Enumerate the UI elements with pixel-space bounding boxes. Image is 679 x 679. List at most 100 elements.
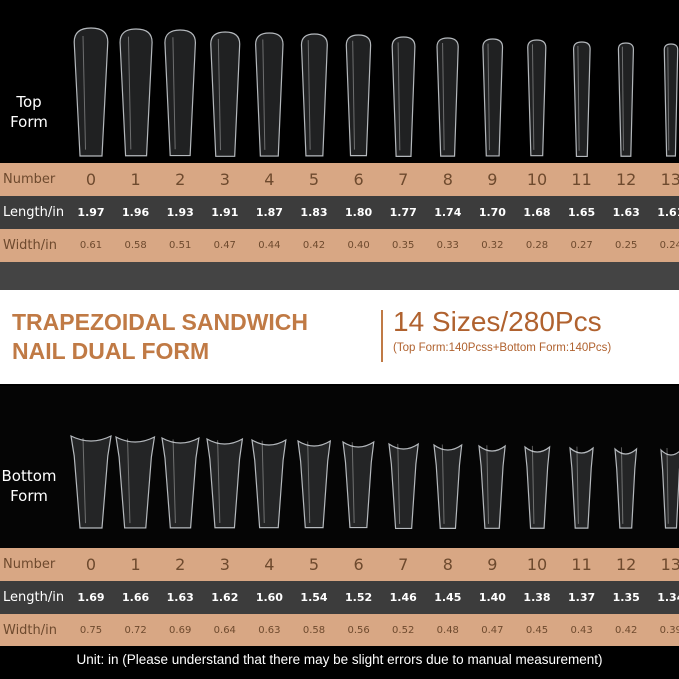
nail-tip-13 [663,43,679,157]
top-length-cell: 1.80 [345,206,373,219]
top-width-cell: 0.28 [525,240,549,251]
nail-tip-6 [344,34,373,157]
bottom-width-cell: 0.52 [392,625,415,636]
nail-tip-2 [160,432,200,529]
top-width-cell: 0.58 [124,240,147,251]
top-length-cell: 1.63 [612,206,640,219]
bottom-length-cell: 1.54 [300,591,328,604]
top-length-cell: 1.87 [255,206,283,219]
bottom-width-cell: 0.42 [615,625,638,636]
bottom-width-cell: 0.72 [124,625,147,636]
bottom-width-cell: 0.75 [79,625,103,636]
nail-tip-10 [526,39,548,157]
bottom-length-label: Length/in [3,590,65,605]
top-number-cell: 13 [660,170,679,189]
nail-tip-9 [478,440,507,529]
top-number-cell: 8 [442,170,453,189]
bottom-number-cell: 3 [219,555,230,574]
top-length-cell: 1.61 [657,206,679,219]
top-length-cell: 1.83 [300,206,328,219]
nail-tip-1 [117,28,155,157]
bottom-length-cell: 1.45 [434,591,462,604]
banner-subtitle: (Top Form:140Pcss+Bottom Form:140Pcs) [393,342,612,354]
bottom-width-cell: 0.56 [347,625,370,636]
nail-tip-8 [433,439,463,529]
bottom-length-cell: 1.40 [478,591,506,604]
banner-title-line1: TRAPEZOIDAL SANDWICH [12,309,309,335]
top-width-cell: 0.40 [347,240,370,251]
nail-tip-1 [115,431,156,529]
bottom-width-cell: 0.45 [525,625,549,636]
bottom-length-cell: 1.52 [345,591,373,604]
top-width-cell: 0.35 [392,240,415,251]
top-form-photo: Top Form [0,0,679,163]
top-width-cell: 0.61 [79,240,103,251]
nail-tip-4 [251,434,288,529]
bottom-number-cell: 12 [616,555,637,574]
banner-divider [381,310,383,362]
nail-tip-10 [523,441,551,529]
top-number-cell: 0 [85,170,97,189]
bottom-number-cell: 9 [487,555,498,574]
bottom-form-label-line2: Form [10,487,48,505]
top-length-row: Length/in 1.97 1.96 1.93 1.91 1.87 1.83 1.80 1.… [0,196,679,229]
top-width-cell: 0.25 [615,240,638,251]
bottom-number-cell: 10 [526,555,548,574]
top-number-cell: 2 [175,170,186,189]
bottom-length-cell: 1.66 [122,591,150,604]
bottom-form-photo: Bottom Form [0,386,679,548]
bottom-width-cell: 0.48 [436,625,459,636]
bottom-length-cell: 1.46 [389,591,417,604]
bottom-width-cell: 0.47 [481,625,504,636]
top-width-label: Width/in [3,238,57,253]
top-length-label: Length/in [3,205,65,220]
top-number-cell: 5 [308,170,320,189]
nail-tip-2 [162,29,198,157]
top-form-label: Top Form [0,92,58,132]
nail-tip-11 [569,442,594,529]
nail-tip-8 [435,37,460,157]
nail-tip-7 [390,36,417,157]
top-number-row: Number 0 1 2 3 4 5 6 7 8 9 10 11 12 13 [0,163,679,196]
top-width-cell: 0.33 [436,240,459,251]
bottom-number-cell: 0 [85,555,97,574]
top-width-cell: 0.47 [213,240,236,251]
banner-title: TRAPEZOIDAL SANDWICH NAIL DUAL FORM [12,308,372,366]
bottom-number-cell: 5 [308,555,320,574]
top-number-cell: 1 [130,170,141,189]
top-width-cell: 0.51 [169,240,192,251]
nail-tip-12 [614,443,638,529]
top-number-cell: 11 [571,170,592,189]
bottom-nail-tips [60,386,679,548]
bottom-length-cell: 1.34 [657,591,679,604]
bottom-number-cell: 4 [264,555,275,574]
top-width-cell: 0.27 [570,240,593,251]
top-form-label-line2: Form [10,113,48,131]
bottom-width-cell: 0.43 [570,625,593,636]
bottom-number-cell: 2 [175,555,186,574]
top-length-cell: 1.74 [434,206,462,219]
nail-tip-6 [342,436,375,529]
bottom-form-label: Bottom Form [0,466,58,506]
bottom-length-cell: 1.62 [211,591,239,604]
bottom-width-row: Width/in 0.75 0.72 0.69 0.64 0.63 0.58 0.56 0.5… [0,614,679,647]
bottom-number-cell: 11 [571,555,592,574]
top-length-cell: 1.97 [77,206,105,219]
top-number-cell: 9 [487,170,498,189]
top-width-cell: 0.32 [481,240,504,251]
nail-tip-11 [572,40,592,157]
top-number-cell: 4 [264,170,275,189]
top-number-cell: 6 [353,170,364,189]
top-number-cell: 3 [219,170,230,189]
top-number-label: Number [3,172,56,187]
nail-tip-13 [660,444,679,529]
nail-tip-3 [206,433,244,529]
top-width-cell: 0.24 [659,240,679,251]
top-number-cell: 10 [526,170,548,189]
nail-tip-0 [70,430,112,529]
bottom-length-row: Length/in 1.69 1.66 1.63 1.62 1.60 1.54 1.52 1.… [0,581,679,614]
bottom-width-cell: 0.64 [213,625,236,636]
nail-tip-5 [297,435,331,529]
unit-note: Unit: in (Please understand that there m… [76,652,603,667]
top-length-cell: 1.93 [166,206,194,219]
